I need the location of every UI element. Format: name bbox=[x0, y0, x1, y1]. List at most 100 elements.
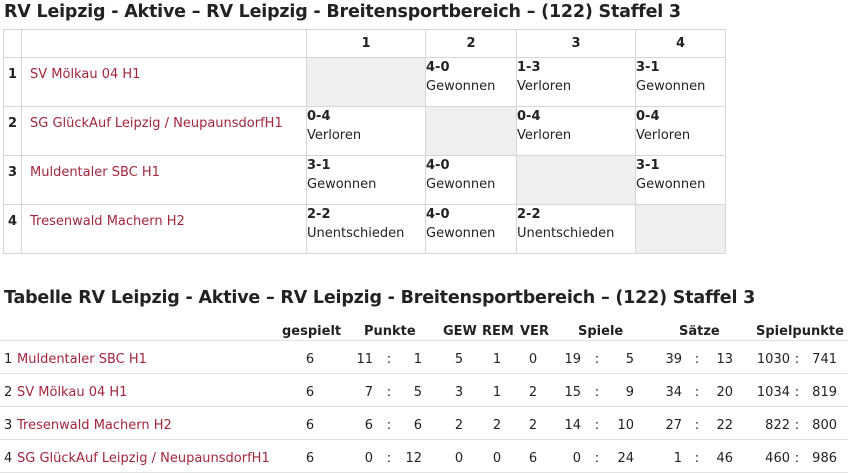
punkte-plus: 11 bbox=[356, 351, 373, 367]
gespielt-value: 6 bbox=[305, 384, 315, 400]
gew-value: 5 bbox=[454, 351, 464, 367]
punkte-plus: 7 bbox=[364, 384, 373, 400]
matrix-result-cell: 4-0 Gewonnen bbox=[425, 57, 517, 107]
result-score: 2-2 bbox=[517, 207, 541, 222]
spiele-plus: 15 bbox=[564, 384, 581, 400]
saetze-minus: 13 bbox=[716, 351, 733, 367]
header-spielpunkte: Spielpunkte bbox=[756, 324, 844, 340]
team-link[interactable]: SG GlückAuf Leipzig / NeupaunsdorfH1 bbox=[17, 450, 270, 466]
spielpunkte-separator: : bbox=[794, 417, 800, 433]
matrix-row: 4 Tresenwald Machern H2 2-2 Unentschieden… bbox=[3, 204, 726, 254]
matrix-team-header bbox=[21, 29, 307, 58]
result-word: Verloren bbox=[517, 128, 572, 143]
spielpunkte-minus: 986 bbox=[812, 450, 837, 466]
standings-team: Muldentaler SBC H1 bbox=[17, 352, 147, 367]
rem-value: 0 bbox=[492, 450, 502, 466]
result-score: 0-4 bbox=[636, 109, 660, 124]
matrix-diagonal-cell bbox=[425, 106, 517, 156]
standings-header-row: gespielt Punkte GEW REM VER Spiele Sätze… bbox=[0, 316, 848, 341]
matrix-result-cell: 0-4 Verloren bbox=[306, 106, 426, 156]
matrix-col-header: 2 bbox=[425, 29, 517, 58]
matrix-row: 3 Muldentaler SBC H1 3-1 Gewonnen 4-0 Gewo… bbox=[3, 155, 726, 205]
standings-team: SG GlückAuf Leipzig / NeupaunsdorfH1 bbox=[17, 451, 270, 466]
ver-value: 0 bbox=[528, 351, 538, 367]
spielpunkte-plus: 822 bbox=[765, 417, 790, 433]
result-score: 4-0 bbox=[426, 158, 450, 173]
spielpunkte-separator: : bbox=[794, 384, 800, 400]
punkte-minus: 1 bbox=[413, 351, 422, 367]
rem-value: 2 bbox=[492, 417, 502, 433]
gespielt-value: 6 bbox=[305, 351, 315, 367]
matrix-result-cell: 3-1 Gewonnen bbox=[306, 155, 426, 205]
punkte-separator: : bbox=[386, 450, 392, 466]
matrix-result-cell: 2-2 Unentschieden bbox=[306, 204, 426, 254]
matrix-diagonal-cell bbox=[635, 204, 726, 254]
punkte-minus: 5 bbox=[413, 384, 422, 400]
standings-row: 1 Muldentaler SBC H1 6 11 : 1 5 1 0 19 :… bbox=[0, 341, 848, 374]
punkte-minus: 12 bbox=[405, 450, 422, 466]
matrix-result-cell: 0-4 Verloren bbox=[516, 106, 636, 156]
matrix-team-cell: SV Mölkau 04 H1 bbox=[21, 57, 307, 107]
matrix-result-cell: 0-4 Verloren bbox=[635, 106, 726, 156]
result-word: Gewonnen bbox=[426, 79, 496, 94]
result-word: Gewonnen bbox=[636, 79, 706, 94]
matrix-result-cell: 2-2 Unentschieden bbox=[516, 204, 636, 254]
saetze-plus: 34 bbox=[665, 384, 682, 400]
result-score: 3-1 bbox=[636, 60, 660, 75]
gew-value: 3 bbox=[454, 384, 464, 400]
team-link[interactable]: Tresenwald Machern H2 bbox=[30, 214, 185, 229]
spiele-plus: 14 bbox=[564, 417, 581, 433]
matrix-diagonal-cell bbox=[516, 155, 636, 205]
gew-value: 0 bbox=[454, 450, 464, 466]
result-word: Unentschieden bbox=[307, 226, 405, 241]
ver-value: 2 bbox=[528, 384, 538, 400]
spielpunkte-minus: 819 bbox=[812, 384, 837, 400]
standings-rank: 2 bbox=[4, 384, 13, 400]
saetze-minus: 46 bbox=[716, 450, 733, 466]
standings-rank: 3 bbox=[4, 417, 13, 433]
result-word: Verloren bbox=[307, 128, 362, 143]
result-score: 0-4 bbox=[307, 109, 331, 124]
saetze-separator: : bbox=[694, 417, 700, 433]
matrix-diagonal-cell bbox=[306, 57, 426, 107]
standings-rank: 4 bbox=[4, 450, 13, 466]
result-score: 3-1 bbox=[307, 158, 331, 173]
punkte-separator: : bbox=[386, 351, 392, 367]
saetze-plus: 1 bbox=[673, 450, 682, 466]
standings-row: 2 SV Mölkau 04 H1 6 7 : 5 3 1 2 15 : 9 3… bbox=[0, 374, 848, 407]
team-link[interactable]: SV Mölkau 04 H1 bbox=[30, 67, 141, 82]
matrix-row: 2 SG GlückAuf Leipzig / NeupaunsdorfH1 0… bbox=[3, 106, 726, 156]
matrix-col-header: 3 bbox=[516, 29, 636, 58]
header-saetze: Sätze bbox=[679, 324, 720, 340]
team-link[interactable]: Muldentaler SBC H1 bbox=[17, 351, 147, 367]
punkte-minus: 6 bbox=[413, 417, 422, 433]
result-score: 0-4 bbox=[517, 109, 541, 124]
standings-rank: 1 bbox=[4, 351, 13, 367]
spielpunkte-minus: 741 bbox=[812, 351, 837, 367]
header-punkte: Punkte bbox=[364, 324, 416, 340]
team-link[interactable]: Tresenwald Machern H2 bbox=[17, 417, 172, 433]
header-ver: VER bbox=[520, 324, 549, 340]
matrix-team-cell: Muldentaler SBC H1 bbox=[21, 155, 307, 205]
header-spiele: Spiele bbox=[578, 324, 624, 340]
team-link[interactable]: Muldentaler SBC H1 bbox=[30, 165, 160, 180]
saetze-minus: 22 bbox=[716, 417, 733, 433]
result-score: 1-3 bbox=[517, 60, 541, 75]
punkte-plus: 6 bbox=[364, 417, 373, 433]
punkte-plus: 0 bbox=[364, 450, 373, 466]
ver-value: 6 bbox=[528, 450, 538, 466]
matrix-col-header: 1 bbox=[306, 29, 426, 58]
spiele-plus: 0 bbox=[572, 450, 581, 466]
result-score: 4-0 bbox=[426, 207, 450, 222]
matrix-rank: 4 bbox=[3, 204, 22, 254]
spielpunkte-plus: 1030 bbox=[756, 351, 790, 367]
result-score: 4-0 bbox=[426, 60, 450, 75]
spiele-separator: : bbox=[594, 384, 600, 400]
matrix-row: 1 SV Mölkau 04 H1 4-0 Gewonnen 1-3 Verlore… bbox=[3, 57, 726, 107]
result-word: Verloren bbox=[636, 128, 691, 143]
result-word: Gewonnen bbox=[426, 226, 496, 241]
result-word: Gewonnen bbox=[636, 177, 706, 192]
matrix-col-header: 4 bbox=[635, 29, 726, 58]
team-link[interactable]: SG GlückAuf Leipzig / NeupaunsdorfH1 bbox=[30, 116, 283, 131]
team-link[interactable]: SV Mölkau 04 H1 bbox=[17, 384, 128, 400]
